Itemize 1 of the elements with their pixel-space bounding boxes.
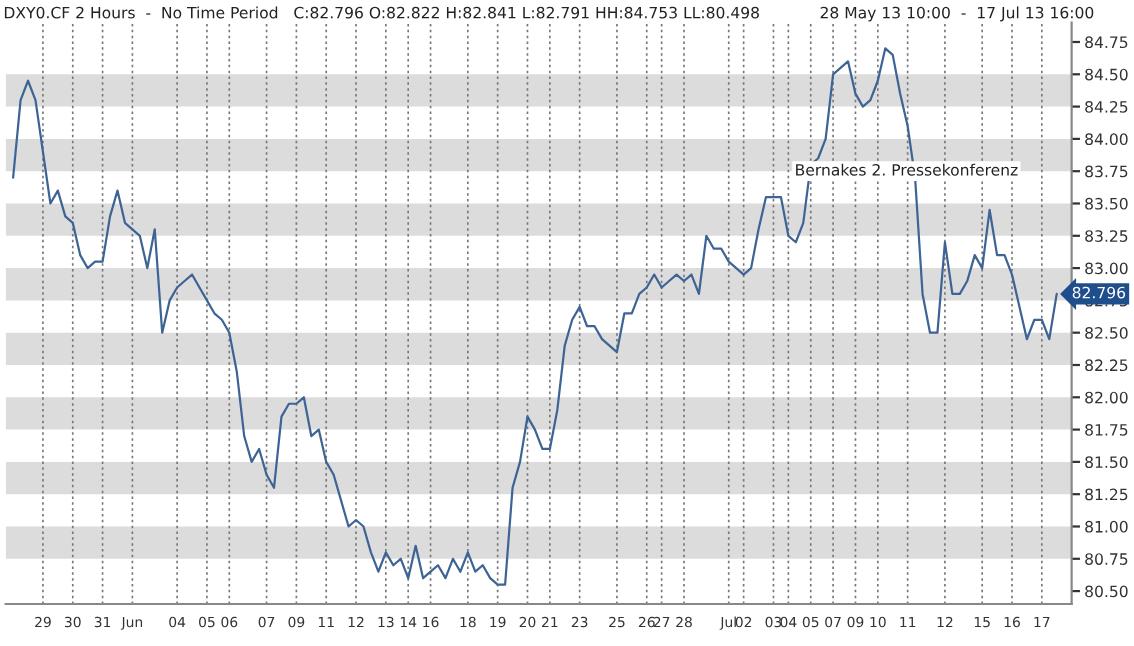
line-series bbox=[12, 47, 1058, 586]
